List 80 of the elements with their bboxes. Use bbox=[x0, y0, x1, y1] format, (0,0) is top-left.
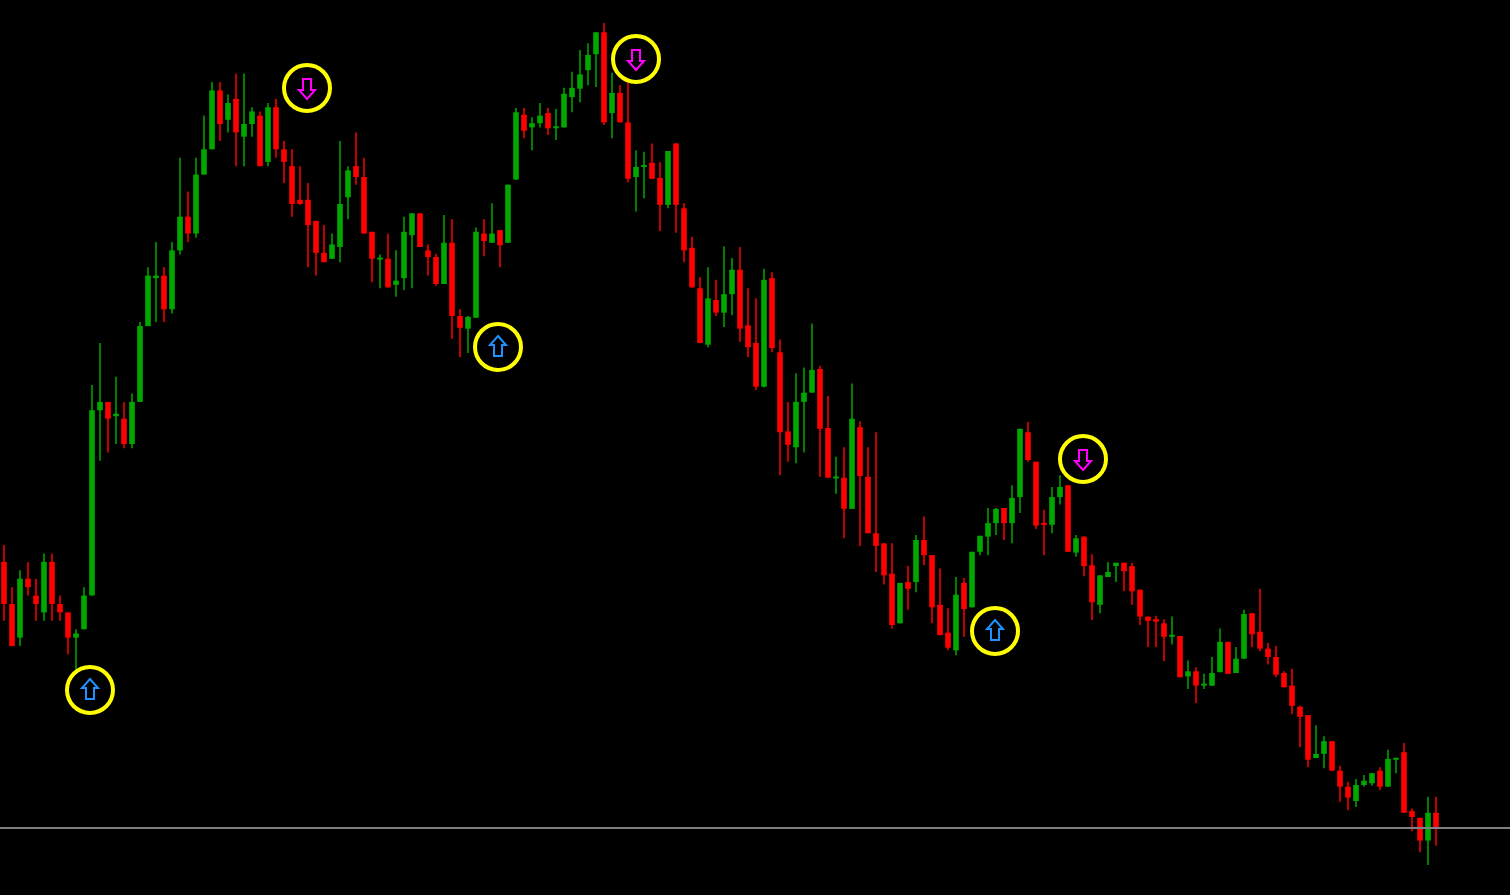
candlestick bbox=[905, 565, 911, 611]
candlestick bbox=[721, 245, 727, 328]
candlestick bbox=[425, 243, 431, 277]
candlestick bbox=[321, 224, 327, 263]
candlestick bbox=[393, 249, 399, 298]
candlestick bbox=[593, 31, 599, 88]
candlestick bbox=[497, 229, 503, 268]
candlestick bbox=[809, 322, 815, 394]
candlestick bbox=[1249, 612, 1255, 648]
candlestick bbox=[1289, 668, 1295, 716]
candlestick bbox=[993, 507, 999, 536]
candlestick bbox=[1073, 534, 1079, 558]
candlestick bbox=[241, 72, 247, 167]
candlestick bbox=[1153, 615, 1159, 648]
candlestick bbox=[609, 71, 615, 140]
candlestick bbox=[281, 140, 287, 184]
candlestick bbox=[1297, 705, 1303, 748]
candlestick bbox=[297, 165, 303, 206]
candlestick bbox=[457, 308, 463, 359]
candlestick bbox=[553, 108, 559, 141]
candlestick bbox=[833, 455, 839, 495]
candlestick bbox=[785, 401, 791, 463]
candlestick bbox=[1201, 673, 1207, 690]
candlestick bbox=[801, 366, 807, 454]
candlestick bbox=[577, 49, 583, 103]
candlestick bbox=[649, 142, 655, 180]
candlestick bbox=[73, 628, 79, 673]
candlestick bbox=[57, 594, 63, 622]
candlestick bbox=[1393, 757, 1399, 774]
candlestick bbox=[641, 151, 647, 199]
candlestick bbox=[985, 507, 991, 556]
candlestick bbox=[1313, 724, 1319, 759]
candlestick bbox=[97, 342, 103, 462]
candlestick bbox=[1041, 508, 1047, 556]
candlestick bbox=[1001, 507, 1007, 541]
candlestick bbox=[1337, 764, 1343, 803]
candlestick bbox=[545, 107, 551, 136]
candlestick bbox=[1353, 778, 1359, 808]
candlestick bbox=[1057, 474, 1063, 506]
candlestick bbox=[537, 102, 543, 129]
candlestick bbox=[489, 202, 495, 244]
candlestick bbox=[1169, 615, 1175, 646]
candlestick bbox=[873, 431, 879, 573]
candlestick bbox=[1377, 766, 1383, 791]
candlestick bbox=[1161, 618, 1167, 662]
candlestick bbox=[353, 131, 359, 186]
candlestick bbox=[249, 106, 255, 138]
candlestick bbox=[25, 561, 31, 597]
candlestick bbox=[1233, 646, 1239, 674]
candlestick bbox=[329, 232, 335, 260]
candlestick bbox=[225, 93, 231, 134]
candlestick bbox=[1417, 817, 1423, 854]
candlestick bbox=[1209, 656, 1215, 687]
candlestick bbox=[33, 577, 39, 622]
candlestick bbox=[521, 107, 527, 140]
candlestick bbox=[529, 116, 535, 151]
candlestick bbox=[1265, 641, 1271, 666]
candlestick bbox=[1273, 645, 1279, 678]
candlestick bbox=[105, 401, 111, 454]
candlestick bbox=[1321, 735, 1327, 769]
candlestick bbox=[185, 190, 191, 243]
candlestick bbox=[1257, 588, 1263, 652]
candlestick bbox=[409, 212, 415, 289]
candlestick bbox=[745, 287, 751, 359]
candlestick bbox=[945, 607, 951, 652]
candlestick bbox=[1121, 561, 1127, 593]
candlestick bbox=[1433, 796, 1439, 847]
candlestick bbox=[633, 149, 639, 213]
candlestick bbox=[921, 515, 927, 566]
candlestick bbox=[569, 71, 575, 113]
candlestick bbox=[713, 279, 719, 317]
candlestick bbox=[1145, 615, 1151, 648]
candlestick bbox=[1193, 666, 1199, 705]
candlestick bbox=[465, 315, 471, 354]
candlestick bbox=[481, 218, 487, 257]
candlestick bbox=[1185, 659, 1191, 690]
candlestick bbox=[1345, 780, 1351, 812]
candlestick bbox=[1409, 807, 1415, 833]
candlestick bbox=[585, 42, 591, 87]
candlestick bbox=[377, 253, 383, 289]
